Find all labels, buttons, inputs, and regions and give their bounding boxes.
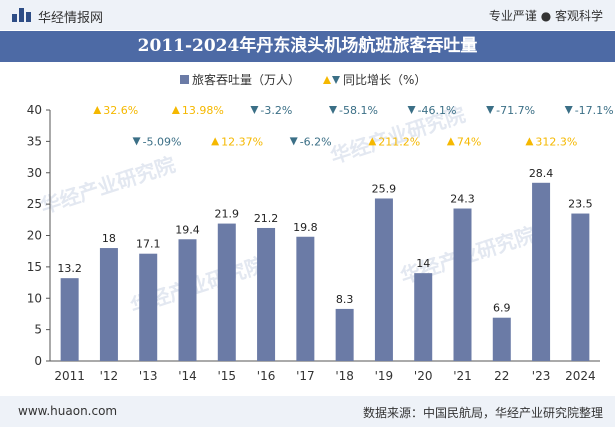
growth-data-label: 211.2% bbox=[378, 135, 420, 148]
growth-data-label: -5.09% bbox=[143, 135, 182, 148]
x-tick-label: '15 bbox=[217, 369, 236, 383]
growth-data-label: -46.1% bbox=[418, 104, 457, 117]
legend-bar-label: 旅客吞吐量（万人） bbox=[192, 72, 300, 87]
watermark-text: 华经产业研究院 bbox=[38, 152, 179, 218]
growth-down-triangle-icon bbox=[329, 106, 337, 114]
x-tick-label: '19 bbox=[375, 369, 394, 383]
growth-data-label: -3.2% bbox=[260, 104, 292, 117]
y-tick-label: 15 bbox=[27, 260, 42, 274]
y-tick-label: 30 bbox=[27, 166, 42, 180]
legend-up-triangle-icon bbox=[323, 76, 331, 84]
bar-data-label: 13.2 bbox=[57, 262, 82, 275]
chart-area: 华经产业研究院华经产业研究院华经产业研究院华经产业研究院 旅客吞吐量（万人）同比… bbox=[27, 72, 614, 383]
growth-data-label: 12.37% bbox=[221, 135, 263, 148]
legend-growth-label: 同比增长（%） bbox=[343, 73, 426, 87]
x-tick-label: '20 bbox=[414, 369, 433, 383]
x-tick-label: '17 bbox=[296, 369, 315, 383]
legend-down-triangle-icon bbox=[332, 76, 340, 84]
growth-up-triangle-icon bbox=[368, 137, 377, 146]
logo-icon bbox=[12, 8, 34, 22]
y-tick-label: 35 bbox=[27, 134, 42, 148]
bar-data-label: 19.8 bbox=[293, 221, 318, 234]
tagline: 专业严谨 ● 客观科学 bbox=[488, 9, 603, 23]
x-tick-label: '14 bbox=[178, 369, 197, 383]
growth-up-triangle-icon bbox=[446, 137, 455, 146]
growth-data-label: 74% bbox=[457, 135, 481, 148]
bar-data-label: 25.9 bbox=[372, 182, 397, 195]
bar bbox=[532, 182, 551, 361]
growth-down-triangle-icon bbox=[486, 106, 495, 114]
bar-data-label: 14 bbox=[416, 257, 430, 270]
growth-data-label: -71.7% bbox=[496, 104, 535, 117]
x-tick-label: 2011 bbox=[54, 369, 85, 383]
growth-down-triangle-icon bbox=[407, 106, 416, 114]
bar bbox=[453, 208, 472, 361]
bar-data-label: 21.2 bbox=[254, 212, 279, 225]
growth-data-label: -58.1% bbox=[339, 104, 378, 117]
x-tick-label: '13 bbox=[139, 369, 158, 383]
bar bbox=[296, 236, 315, 361]
y-tick-label: 25 bbox=[27, 197, 42, 211]
bar-data-label: 6.9 bbox=[493, 302, 511, 315]
y-tick-label: 20 bbox=[27, 229, 42, 243]
bar-data-label: 28.4 bbox=[529, 167, 554, 180]
bar bbox=[257, 227, 276, 361]
legend-bar-swatch bbox=[180, 75, 189, 84]
x-tick-label: '16 bbox=[257, 369, 276, 383]
y-tick-label: 10 bbox=[27, 291, 42, 305]
x-tick-label: 2024 bbox=[565, 369, 596, 383]
chart-title: 2011-2024年丹东浪头机场航班旅客吞吐量 bbox=[137, 36, 478, 56]
x-tick-label: '12 bbox=[100, 369, 119, 383]
bar bbox=[414, 273, 433, 361]
bar bbox=[60, 278, 79, 361]
x-tick-label: '21 bbox=[453, 369, 472, 383]
y-tick-label: 0 bbox=[34, 354, 42, 368]
bar-data-label: 23.5 bbox=[568, 198, 593, 211]
bar bbox=[217, 223, 236, 361]
footer-source: 数据来源：中国民航局，华经产业研究院整理 bbox=[362, 406, 603, 420]
bar bbox=[139, 253, 158, 361]
growth-data-label: 312.3% bbox=[535, 135, 577, 148]
bar bbox=[99, 248, 118, 361]
bar-data-label: 21.9 bbox=[215, 208, 240, 221]
bar bbox=[178, 239, 197, 361]
growth-up-triangle-icon bbox=[211, 137, 220, 146]
x-tick-label: '18 bbox=[335, 369, 354, 383]
x-tick-label: '23 bbox=[532, 369, 551, 383]
growth-data-label: 13.98% bbox=[182, 104, 224, 117]
bar-data-label: 17.1 bbox=[136, 238, 161, 251]
top-bar: 华经情报网 专业严谨 ● 客观科学 bbox=[0, 0, 615, 30]
growth-up-triangle-icon bbox=[171, 106, 180, 114]
y-tick-label: 40 bbox=[27, 103, 42, 117]
growth-up-triangle-icon bbox=[525, 137, 534, 146]
y-tick-label: 5 bbox=[34, 323, 42, 337]
growth-down-triangle-icon bbox=[250, 106, 259, 114]
site-name: 华经情报网 bbox=[38, 11, 104, 26]
footer-url: www.huaon.com bbox=[18, 404, 118, 418]
x-tick-label: 22 bbox=[494, 369, 509, 383]
bar bbox=[374, 198, 393, 361]
growth-down-triangle-icon bbox=[564, 106, 573, 114]
bar-data-label: 8.3 bbox=[336, 293, 354, 306]
bar-data-label: 18 bbox=[102, 232, 116, 245]
growth-down-triangle-icon bbox=[289, 137, 298, 146]
bar-data-label: 19.4 bbox=[175, 223, 200, 236]
growth-down-triangle-icon bbox=[132, 137, 141, 146]
growth-series: 32.6% -5.09% 13.98% 12.37% -3.2% -6.2% -58.1% 2… bbox=[93, 104, 614, 148]
bar-data-label: 24.3 bbox=[450, 193, 475, 206]
growth-data-label: -6.2% bbox=[300, 135, 332, 148]
growth-data-label: 32.6% bbox=[103, 104, 138, 117]
bar-series: 13.2 18 17.1 19.4 21.9 21.2 19.8 8.3 25.9 14 24.3 6… bbox=[57, 167, 593, 361]
growth-up-triangle-icon bbox=[93, 106, 102, 114]
chart-legend: 旅客吞吐量（万人） 同比增长（%） bbox=[180, 72, 426, 87]
title-bar: 2011-2024年丹东浪头机场航班旅客吞吐量 bbox=[0, 31, 615, 62]
bottom-bar: www.huaon.com 数据来源：中国民航局，华经产业研究院整理 bbox=[0, 396, 615, 427]
bar bbox=[335, 308, 354, 361]
bar bbox=[571, 213, 590, 361]
bar bbox=[492, 317, 511, 361]
growth-data-label: -17.1% bbox=[575, 104, 614, 117]
